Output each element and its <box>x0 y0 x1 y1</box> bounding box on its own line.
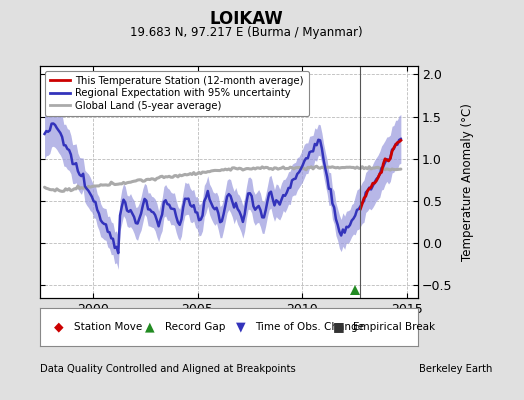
Text: Time of Obs. Change: Time of Obs. Change <box>255 322 364 332</box>
Text: ▲: ▲ <box>145 320 155 334</box>
Text: Data Quality Controlled and Aligned at Breakpoints: Data Quality Controlled and Aligned at B… <box>40 364 296 374</box>
Text: Empirical Break: Empirical Break <box>354 322 435 332</box>
Text: Record Gap: Record Gap <box>165 322 225 332</box>
Text: Station Move: Station Move <box>74 322 143 332</box>
Text: ◆: ◆ <box>54 320 64 334</box>
Text: LOIKAW: LOIKAW <box>210 10 283 28</box>
Text: ■: ■ <box>333 320 344 334</box>
Legend: This Temperature Station (12-month average), Regional Expectation with 95% uncer: This Temperature Station (12-month avera… <box>46 71 309 116</box>
Y-axis label: Temperature Anomaly (°C): Temperature Anomaly (°C) <box>461 103 474 261</box>
Text: ▼: ▼ <box>235 320 245 334</box>
Text: 19.683 N, 97.217 E (Burma / Myanmar): 19.683 N, 97.217 E (Burma / Myanmar) <box>130 26 363 39</box>
Text: Berkeley Earth: Berkeley Earth <box>419 364 493 374</box>
